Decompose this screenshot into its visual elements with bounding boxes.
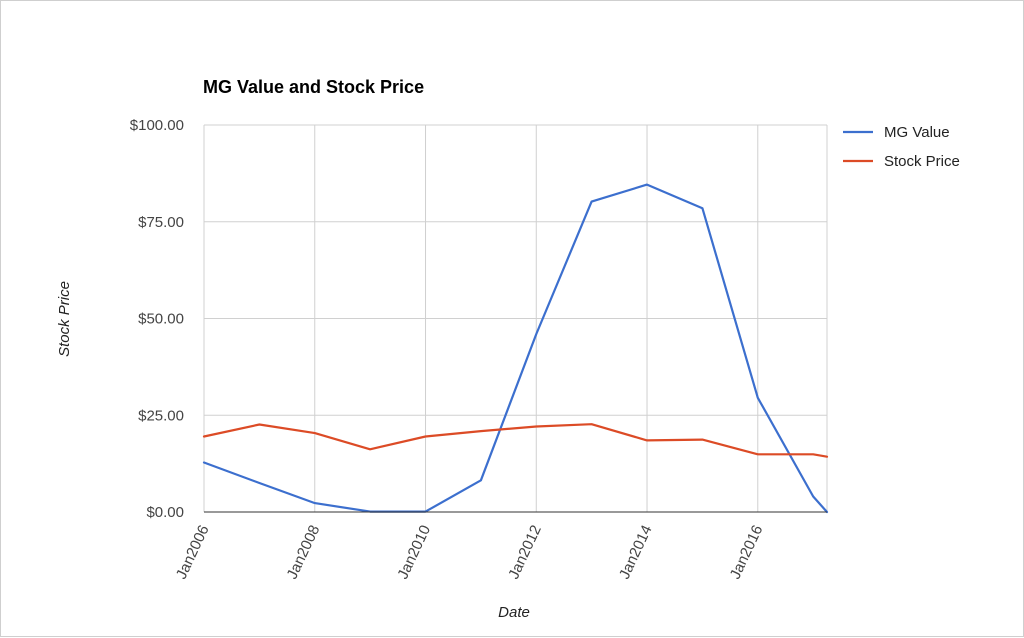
y-tick-label: $50.00 — [138, 311, 184, 328]
x-axis-title: Date — [498, 604, 530, 621]
x-axis-ticks: Jan2006 Jan2008 Jan2010 Jan2012 Jan2014 Jan20… — [173, 523, 767, 582]
y-tick-label: $25.00 — [138, 407, 184, 424]
x-tick-label: Jan2014 — [616, 523, 656, 582]
x-tick-label: Jan2012 — [505, 523, 545, 582]
legend: MG Value Stock Price — [843, 124, 960, 170]
legend-label: Stock Price — [884, 153, 960, 170]
chart-title: MG Value and Stock Price — [203, 77, 424, 97]
x-tick-label: Jan2008 — [284, 523, 324, 582]
x-tick-label: Jan2006 — [173, 523, 213, 582]
series-line-stock-price — [204, 424, 827, 457]
y-tick-label: $0.00 — [146, 504, 184, 521]
legend-label: MG Value — [884, 124, 950, 141]
series-lines — [204, 185, 827, 513]
y-axis-ticks: $0.00 $25.00 $50.00 $75.00 $100.00 — [130, 117, 184, 521]
x-tick-label: Jan2016 — [727, 523, 767, 582]
y-tick-label: $75.00 — [138, 214, 184, 231]
y-tick-label: $100.00 — [130, 117, 184, 134]
x-tick-label: Jan2010 — [394, 523, 434, 582]
series-line-mg-value — [204, 185, 827, 512]
y-axis-title: Stock Price — [56, 281, 73, 357]
